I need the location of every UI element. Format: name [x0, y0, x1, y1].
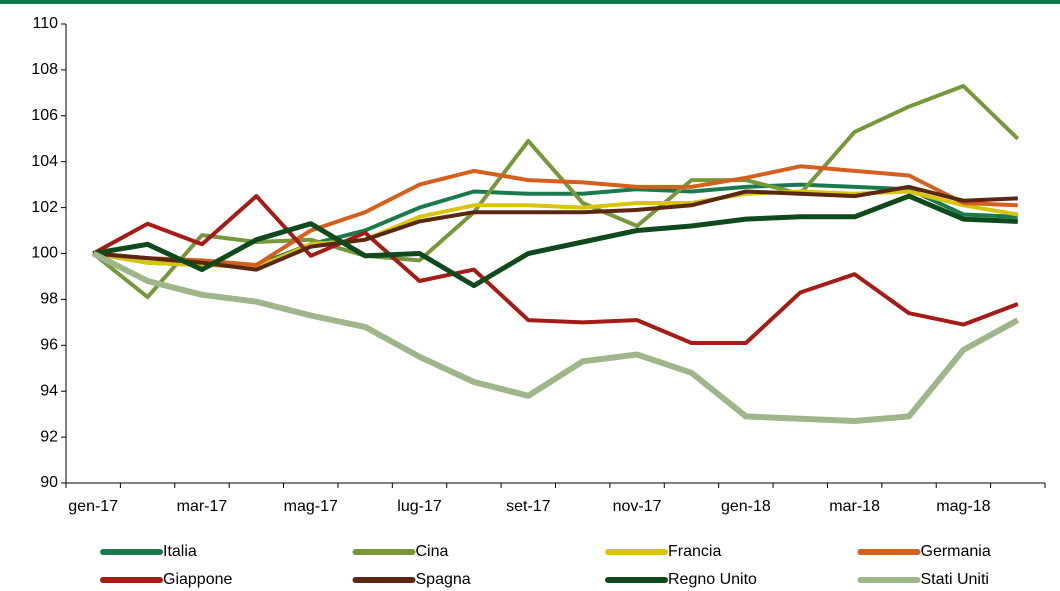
series-line	[93, 164, 1018, 267]
y-tick-label: 94	[40, 382, 58, 399]
x-tick-label: set-17	[506, 498, 551, 515]
x-tick-label: gen-17	[68, 498, 118, 515]
series-line	[93, 184, 1018, 272]
legend-label: Francia	[668, 543, 721, 560]
legend-label: Giappone	[163, 571, 232, 588]
x-tick-label: gen-18	[721, 498, 771, 515]
series-line	[91, 84, 1020, 300]
legend-label: Cina	[416, 543, 449, 560]
series-line	[92, 194, 1019, 345]
x-tick-label: mar-18	[829, 498, 880, 515]
legend-label: Italia	[163, 543, 197, 560]
y-tick-label: 110	[32, 15, 58, 32]
x-tick-label: lug-17	[397, 498, 442, 515]
y-tick-label: 96	[40, 337, 58, 354]
y-tick-label: 106	[31, 107, 58, 124]
x-tick-label: nov-17	[613, 498, 662, 515]
y-tick-label: 108	[31, 61, 58, 78]
legend-label: Regno Unito	[668, 571, 757, 588]
y-tick-label: 98	[40, 291, 58, 308]
y-tick-label: 104	[31, 153, 58, 170]
series-line	[92, 193, 1018, 289]
legend-label: Stati Uniti	[921, 571, 989, 588]
y-tick-label: 100	[31, 245, 58, 262]
top-bar	[0, 0, 1060, 4]
y-tick-label: 102	[31, 199, 58, 216]
x-tick-label: mar-17	[177, 498, 228, 515]
y-tick-label: 90	[40, 474, 58, 491]
legend-label: Germania	[921, 543, 991, 560]
legend-label: Spagna	[416, 571, 471, 588]
y-tick-label: 92	[40, 428, 58, 445]
series-line	[91, 250, 1020, 424]
x-tick-label: mag-18	[936, 498, 990, 515]
x-tick-label: mag-17	[284, 498, 338, 515]
